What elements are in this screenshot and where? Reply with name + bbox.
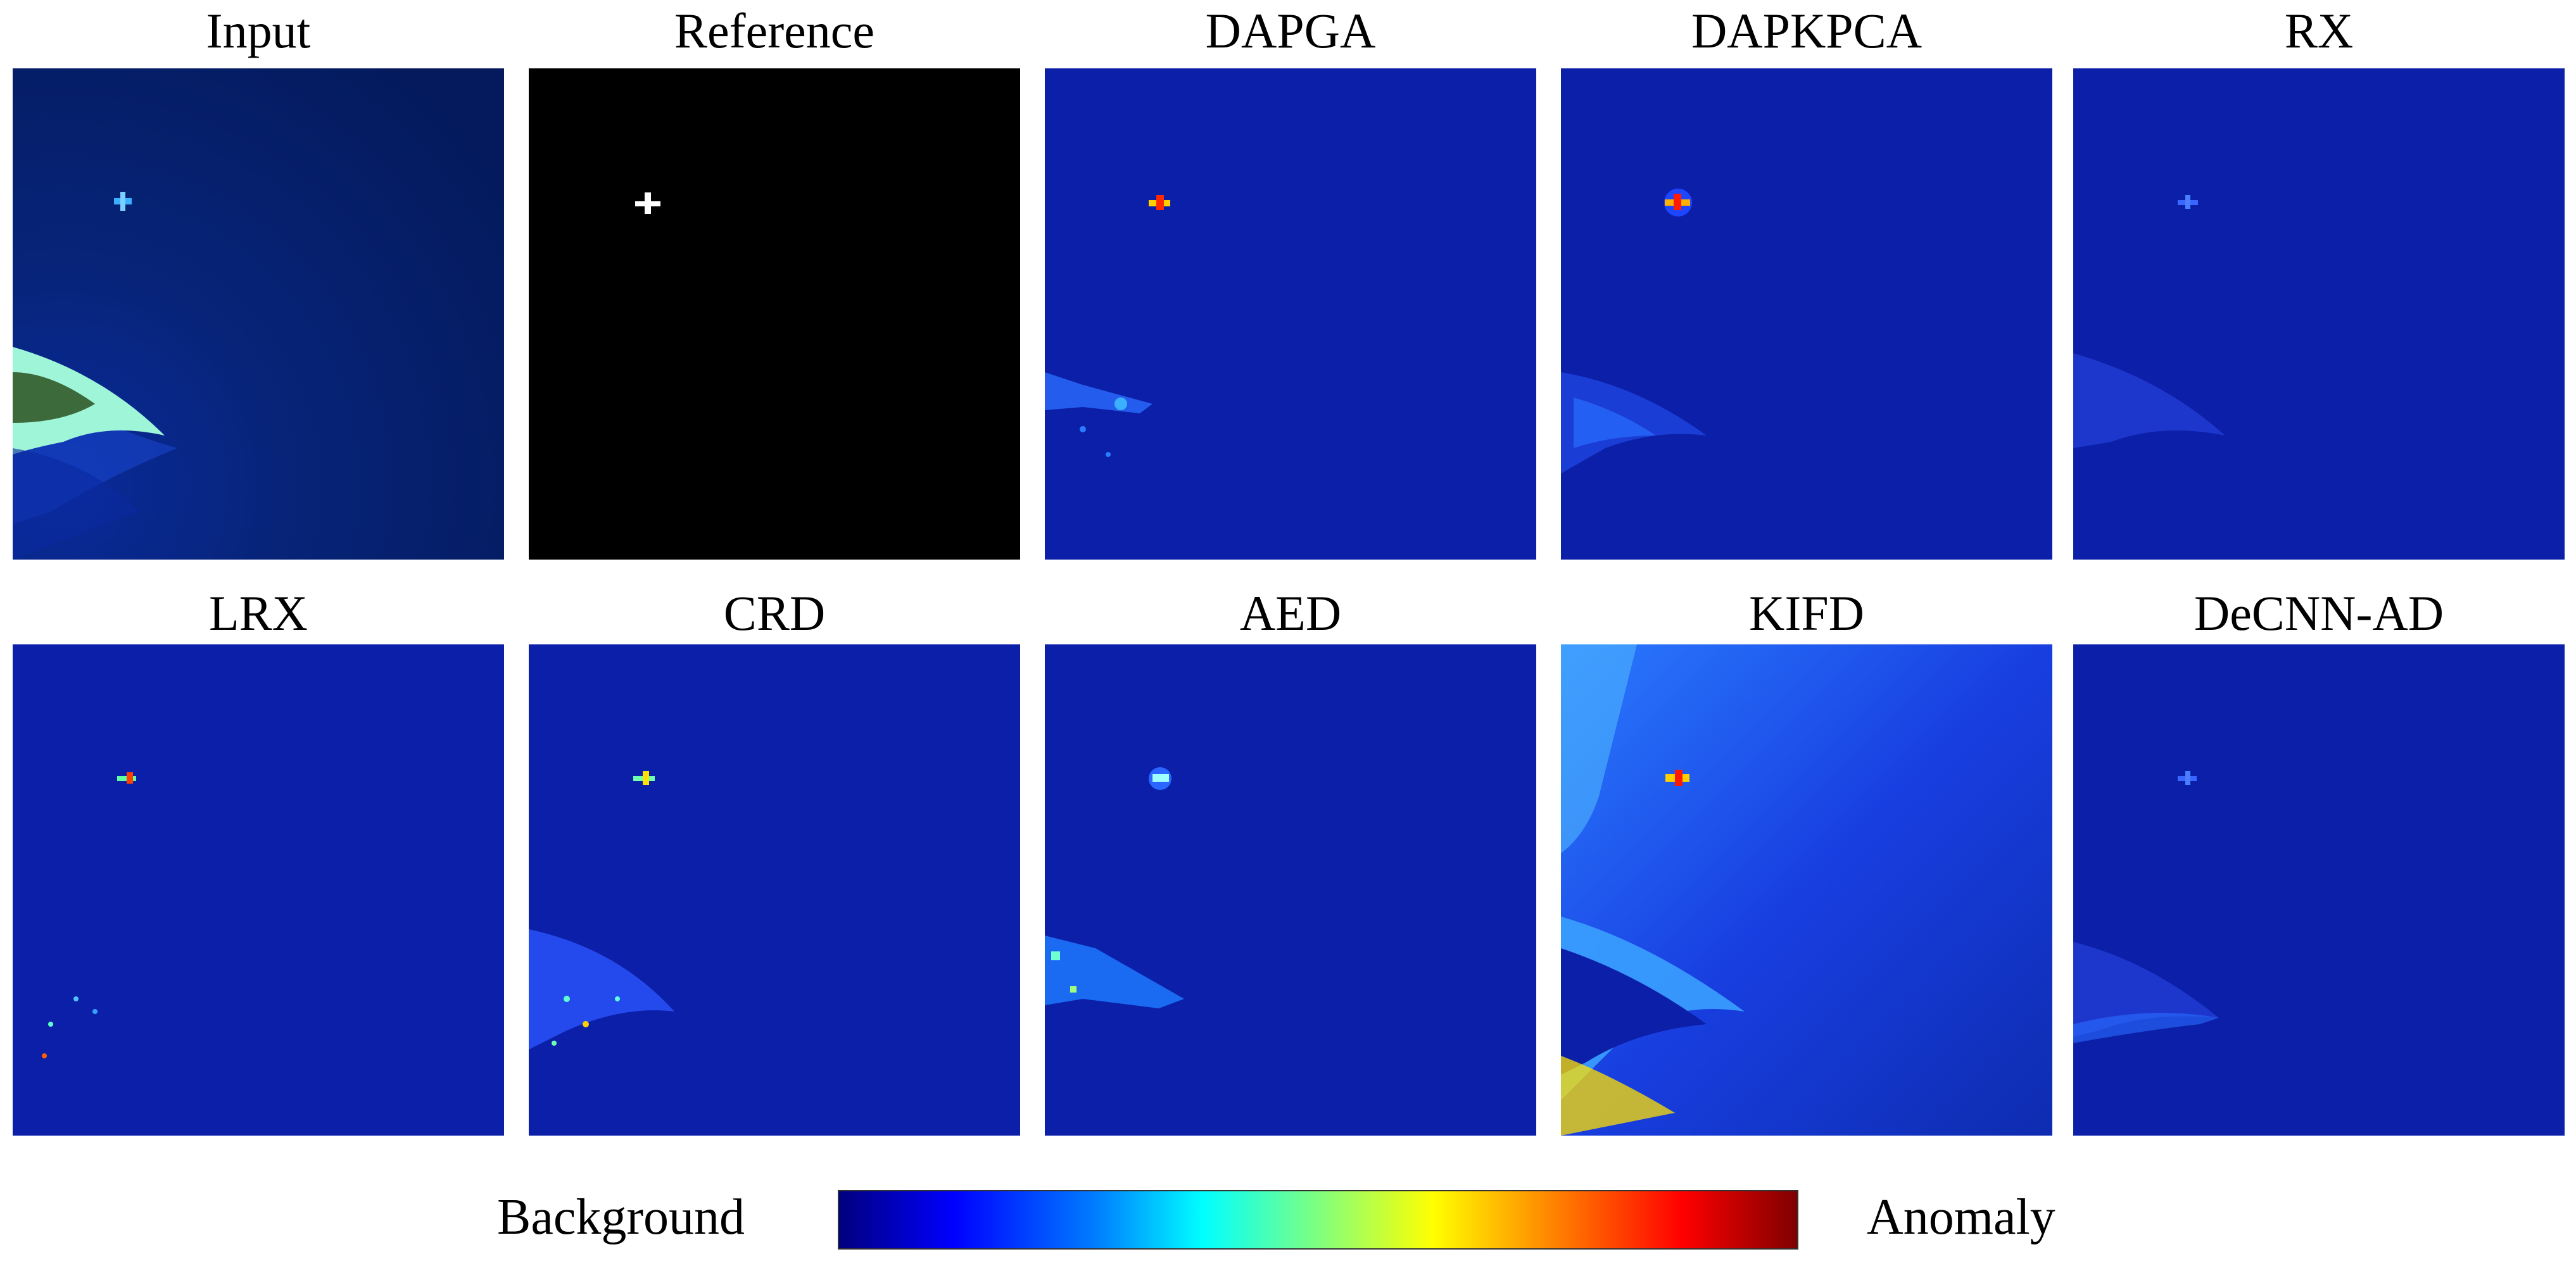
panel-title-decnn-ad: DeCNN-AD [2194,586,2444,641]
panel-title-input: Input [206,3,311,58]
colorbar [838,1190,1798,1250]
panel-title-dapga: DAPGA [1205,3,1376,58]
panel-title-reference: Reference [674,3,875,58]
lrx-detection-map [13,644,504,1136]
panel-title-crd: CRD [723,586,826,641]
rx-detection-map [2073,68,2565,560]
aed-detection-map [1045,644,1536,1136]
colorbar-left-label: Background [497,1189,745,1245]
dapkpca-detection-map [1561,68,2052,560]
input-image [13,68,504,560]
reference-map [529,68,1020,560]
panel-title-lrx: LRX [209,586,308,641]
crd-detection-map [529,644,1020,1136]
decnn-ad-detection-map [2073,644,2565,1136]
panel-title-dapkpca: DAPKPCA [1691,3,1923,58]
kifd-detection-map [1561,644,2052,1136]
panel-title-aed: AED [1239,586,1342,641]
colorbar-right-label: Anomaly [1867,1189,2055,1245]
panel-title-rx: RX [2284,3,2354,58]
dapga-detection-map [1045,68,1536,560]
panel-title-kifd: KIFD [1748,586,1864,641]
